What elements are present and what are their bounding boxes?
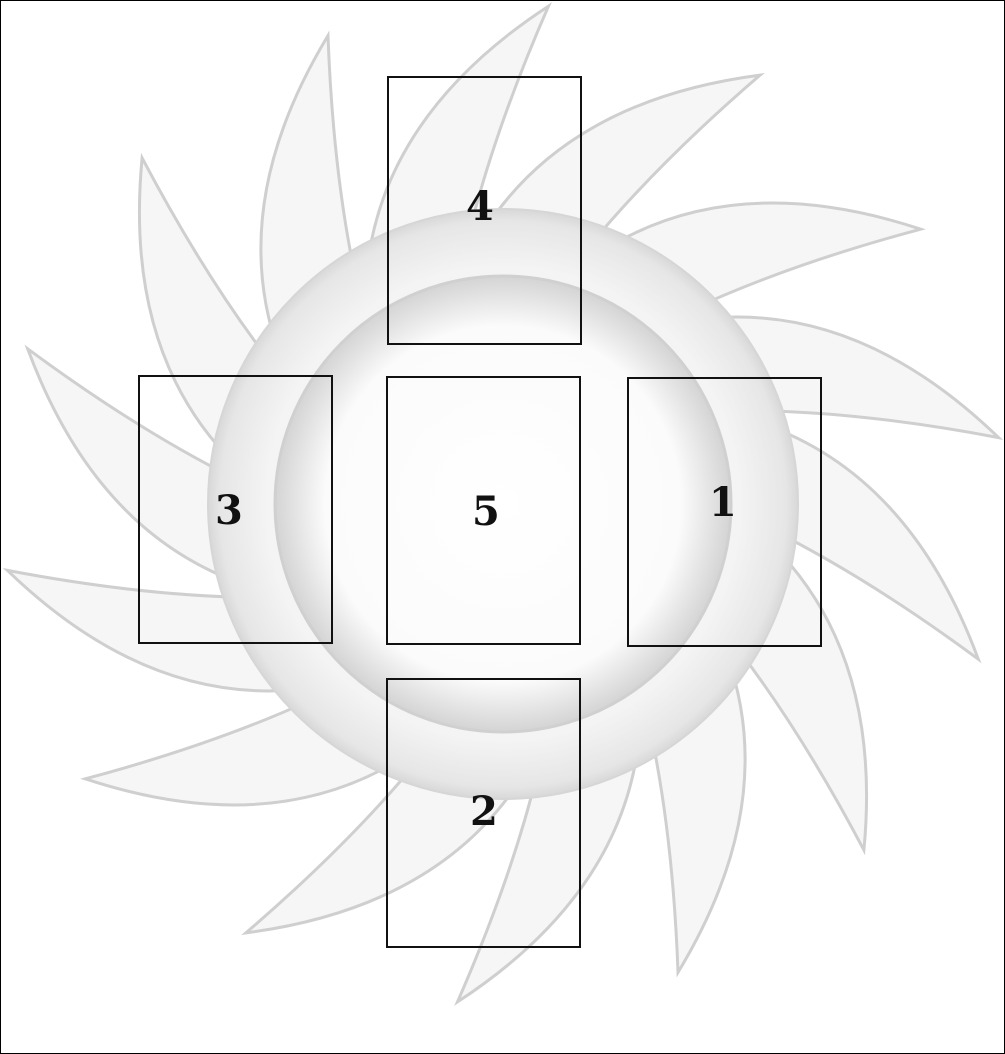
sun-ray [454, 734, 641, 1006]
sun-ray [365, 2, 552, 274]
sun-ray [241, 758, 528, 935]
card-position-2: 2 [386, 678, 581, 948]
card-position-3: 3 [138, 375, 333, 644]
card-number: 3 [215, 487, 243, 534]
card-number: 4 [466, 183, 494, 230]
sun-ray [758, 420, 982, 664]
sun-ray [24, 344, 248, 588]
card-position-1: 1 [627, 377, 822, 647]
card-number: 2 [470, 788, 498, 835]
sun-inner-disc [273, 274, 733, 734]
card-number: 5 [472, 488, 500, 535]
card-number: 1 [709, 479, 737, 526]
card-position-4: 4 [387, 76, 582, 345]
card-position-5: 5 [386, 376, 581, 645]
sun-ray [478, 73, 765, 250]
